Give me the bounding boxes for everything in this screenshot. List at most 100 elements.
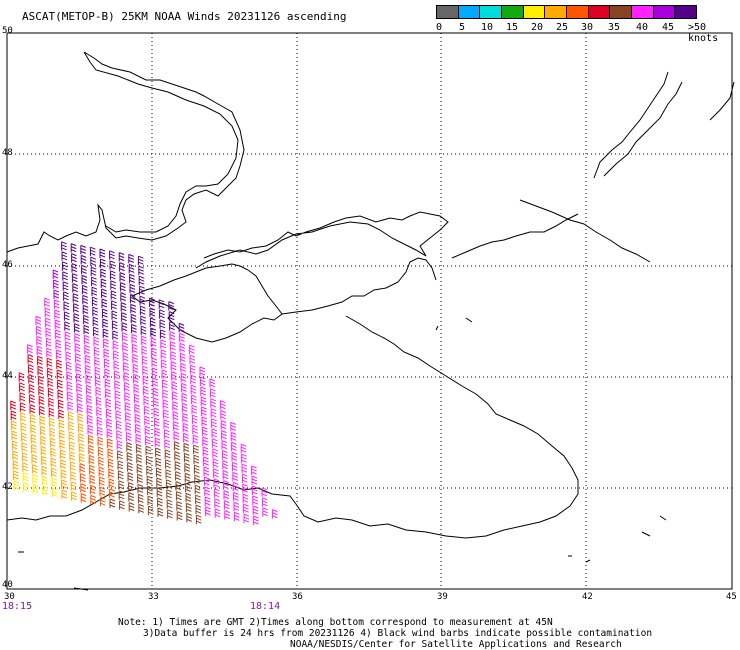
wind-barb	[119, 500, 125, 510]
wind-barb	[78, 443, 85, 453]
wind-barb	[73, 313, 80, 323]
wind-barb	[66, 381, 73, 391]
wind-barb	[169, 331, 176, 341]
wind-barb	[70, 243, 77, 253]
wind-barb	[36, 335, 42, 346]
wind-barb	[135, 433, 142, 444]
wind-barb	[64, 321, 70, 331]
wind-barb	[35, 325, 42, 336]
wind-barb	[71, 273, 78, 283]
wind-barb	[85, 364, 91, 375]
wind-barb	[67, 391, 73, 401]
wind-barb	[11, 420, 17, 430]
wind-barb	[55, 349, 62, 359]
wind-barb	[22, 472, 29, 482]
wind-barb	[178, 322, 185, 333]
wind-barb	[87, 424, 94, 435]
wind-barb	[50, 447, 56, 458]
wind-barb	[164, 439, 170, 449]
wind-barb	[20, 422, 27, 432]
wind-barb	[194, 474, 200, 485]
wind-barb	[90, 256, 96, 267]
wind-barb	[202, 446, 209, 456]
wind-barb	[168, 301, 174, 311]
don-delta	[519, 199, 651, 263]
wind-barb	[58, 419, 65, 429]
wind-barb	[108, 478, 115, 488]
wind-barb	[211, 438, 218, 448]
wind-barb	[127, 472, 134, 482]
wind-barb	[99, 258, 106, 268]
wind-barb	[73, 303, 79, 313]
wind-barb	[221, 440, 228, 450]
wind-barb	[38, 395, 45, 406]
wind-barb	[48, 397, 54, 408]
wind-barb	[113, 350, 119, 360]
wind-barb	[242, 493, 249, 504]
wind-barb	[42, 485, 48, 496]
wind-barb	[184, 462, 190, 473]
wind-barb	[242, 483, 248, 494]
wind-barb	[12, 460, 19, 470]
wind-barb	[21, 452, 28, 462]
wind-barb	[61, 261, 68, 271]
wind-barb	[81, 264, 87, 275]
wind-barbs	[10, 241, 278, 525]
wind-barb	[97, 426, 103, 437]
wind-barb	[82, 294, 88, 305]
wind-barb	[153, 407, 160, 417]
wind-barb	[140, 315, 146, 326]
wind-barb	[131, 343, 138, 354]
wind-barb	[61, 489, 68, 499]
wind-barb	[231, 461, 238, 472]
wind-barb	[101, 298, 108, 308]
wind-barb	[75, 363, 82, 373]
wind-barb	[71, 253, 77, 263]
wind-barb	[112, 340, 119, 350]
wind-barb	[105, 388, 111, 398]
wind-barb	[98, 466, 105, 477]
time-label-left: 18:15	[2, 601, 33, 612]
wind-barb	[202, 436, 208, 446]
wind-barb	[101, 288, 107, 298]
wind-barb	[165, 459, 171, 469]
wind-barb	[179, 342, 186, 353]
wind-barb	[115, 420, 122, 430]
wind-barb	[109, 498, 116, 508]
wind-barb	[89, 464, 95, 475]
wind-barb	[243, 503, 249, 514]
wind-barb	[104, 368, 110, 378]
lon-label-30: 30	[4, 592, 15, 602]
wind-barb	[44, 297, 50, 308]
wind-barb	[18, 372, 25, 382]
note-line-2: 3)Data buffer is 24 hrs from 20231126 4)…	[143, 628, 653, 639]
wind-barb	[56, 359, 62, 369]
wind-barb	[193, 464, 200, 475]
wind-barb	[145, 455, 152, 466]
wind-barb	[241, 473, 248, 484]
wind-barb	[118, 480, 124, 490]
wind-barb	[11, 440, 18, 450]
wind-barb	[171, 391, 178, 401]
wind-barb	[147, 505, 154, 516]
wind-barb	[74, 343, 81, 353]
wind-barb	[131, 333, 138, 344]
wind-barb	[219, 400, 226, 410]
wind-barb	[37, 355, 43, 366]
ukraine-coast	[6, 51, 245, 253]
wind-barb	[212, 448, 218, 458]
wind-barb	[145, 435, 151, 446]
wind-barb	[132, 363, 139, 374]
legend-label-5: 5	[459, 22, 466, 33]
wind-barb	[223, 480, 229, 490]
wind-barb	[203, 456, 209, 466]
wind-barb	[156, 487, 163, 497]
wind-barb	[76, 393, 83, 403]
legend-label-40: 40	[636, 22, 649, 33]
wind-barb	[93, 326, 99, 337]
wind-barb	[111, 310, 118, 320]
wind-barb	[173, 421, 179, 431]
wind-barb	[133, 383, 140, 394]
wind-barb	[103, 358, 110, 368]
wind-barb	[121, 312, 127, 322]
